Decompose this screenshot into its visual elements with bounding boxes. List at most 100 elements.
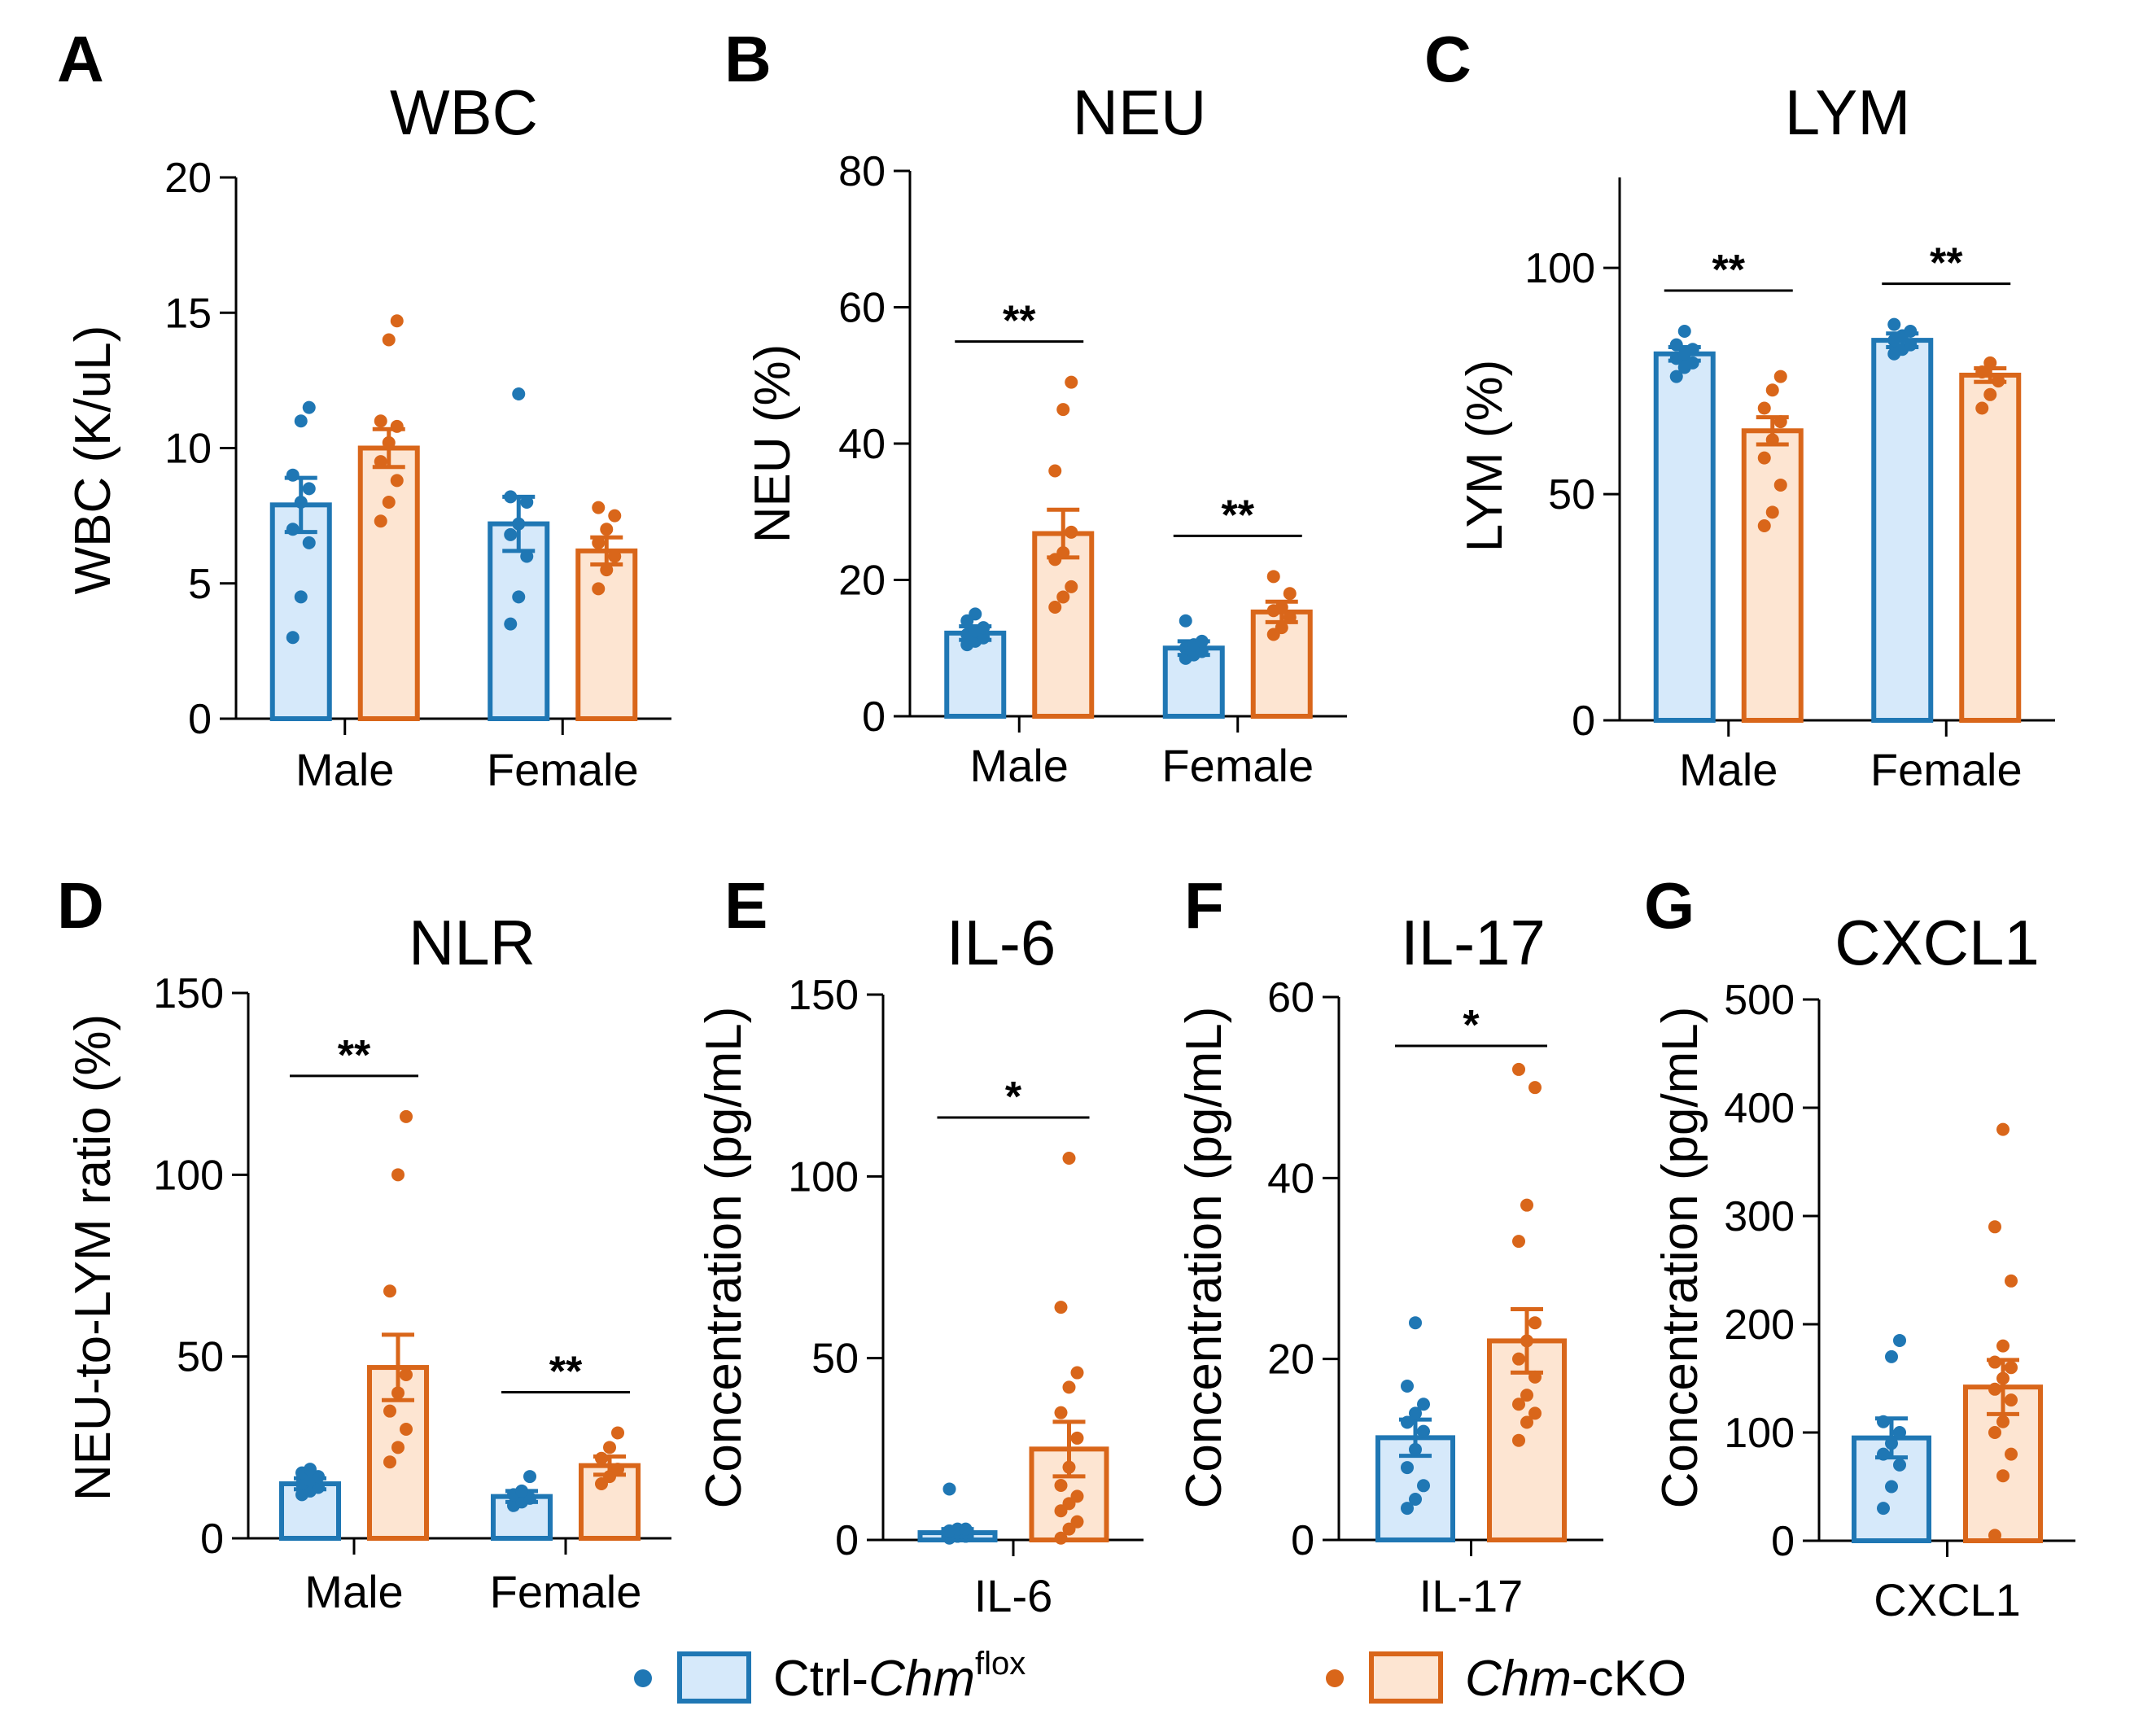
point-ctrl xyxy=(1669,338,1683,352)
point-ctrl xyxy=(1401,1502,1414,1516)
y-tick-label: 100 xyxy=(1524,245,1595,292)
plot-b: 0 20 40 60 80 Male ** Female ** xyxy=(838,148,1347,791)
panel-title-e: IL-6 xyxy=(947,907,1056,978)
panel-a: A WBC WBC (K/uL) 0 5 10 15 20 Male Female xyxy=(57,23,671,795)
plot-d: 0 50 100 150 Male ** Female ** xyxy=(153,970,671,1617)
y-tick-label: 0 xyxy=(1291,1517,1314,1564)
plot-a: 0 5 10 15 20 Male Female xyxy=(164,155,671,795)
legend-ctrl-gene: Chm xyxy=(868,1651,975,1707)
point-ctrl xyxy=(520,496,534,509)
y-tick-label: 15 xyxy=(164,290,212,337)
point-ctrl xyxy=(504,617,518,631)
point-cko xyxy=(1520,1389,1533,1402)
bar-ctrl xyxy=(1653,351,1716,723)
panel-d: D NLR NEU-to-LYM ratio (%) 0 50 100 150 Male… xyxy=(57,869,671,1617)
point-ctrl xyxy=(302,400,316,414)
y-tick-label: 0 xyxy=(862,693,886,741)
point-ctrl xyxy=(1893,1458,1906,1472)
point-cko xyxy=(390,314,404,328)
point-cko xyxy=(382,435,396,449)
point-cko xyxy=(1520,1415,1533,1429)
panel-title-f: IL-17 xyxy=(1401,907,1546,978)
y-tick-label: 0 xyxy=(1771,1518,1795,1565)
point-cko xyxy=(1988,1426,2001,1439)
point-cko xyxy=(1065,580,1078,593)
point-cko xyxy=(1773,370,1787,383)
significance-label: ** xyxy=(549,1348,583,1395)
point-cko xyxy=(1983,387,1997,401)
point-ctrl xyxy=(1195,634,1209,648)
point-ctrl xyxy=(1417,1479,1430,1493)
x-tick-label: Female xyxy=(1161,740,1314,791)
point-ctrl xyxy=(1417,1424,1430,1438)
x-tick-label: Female xyxy=(1870,744,2023,795)
plot-f: 0 20 40 60 IL-17 * xyxy=(1267,974,1603,1621)
y-axis-label-b: NEU (%) xyxy=(745,344,801,544)
point-ctrl xyxy=(294,496,308,509)
point-ctrl xyxy=(1677,324,1691,338)
significance-label: ** xyxy=(1003,298,1036,345)
point-cko xyxy=(1062,1380,1076,1394)
point-ctrl xyxy=(520,549,534,563)
point-cko xyxy=(1988,1220,2001,1234)
point-cko xyxy=(595,1451,608,1465)
x-tick-label: Female xyxy=(490,1566,642,1617)
y-tick-label: 50 xyxy=(811,1336,859,1383)
point-cko xyxy=(592,536,606,549)
y-tick-label: 0 xyxy=(200,1516,224,1563)
panel-letter-g: G xyxy=(1644,869,1695,942)
y-axis-label-f: Concentration (pg/mL) xyxy=(1176,1007,1232,1509)
y-tick-label: 50 xyxy=(177,1334,224,1381)
y-tick-label: 10 xyxy=(164,426,212,473)
y-tick-label: 150 xyxy=(153,970,224,1017)
panel-g: G CXCL1 Concentration (pg/mL) 0 100 200 300… xyxy=(1644,869,2075,1625)
point-ctrl xyxy=(1885,1437,1898,1450)
bar-cko xyxy=(1959,372,2022,723)
panel-title-c: LYM xyxy=(1785,77,1911,148)
y-tick-label: 60 xyxy=(838,285,886,332)
point-cko xyxy=(2005,1361,2018,1375)
legend-cko-gene: Chm xyxy=(1465,1651,1572,1707)
point-cko xyxy=(1528,1370,1542,1384)
point-cko xyxy=(1992,374,2005,388)
legend-ctrl-label: Ctrl-Chmflox xyxy=(773,1646,1026,1707)
point-cko xyxy=(1054,1406,1068,1419)
bar-cko xyxy=(357,445,420,721)
point-cko xyxy=(1275,621,1288,635)
y-tick-label: 20 xyxy=(838,558,886,605)
point-ctrl xyxy=(1893,1426,1906,1439)
point-cko xyxy=(1062,1460,1076,1474)
point-cko xyxy=(600,523,614,536)
point-ctrl xyxy=(512,387,526,400)
point-ctrl xyxy=(1887,317,1901,331)
legend-cko-dot xyxy=(1326,1669,1344,1687)
point-ctrl xyxy=(1904,338,1918,352)
point-ctrl xyxy=(286,523,300,536)
point-ctrl xyxy=(1179,614,1192,628)
x-tick-label: Female xyxy=(487,744,639,795)
panel-letter-b: B xyxy=(724,23,772,95)
point-cko xyxy=(400,1368,413,1381)
point-cko xyxy=(1528,1316,1542,1330)
point-cko xyxy=(391,1168,405,1182)
point-cko xyxy=(383,1284,396,1298)
point-ctrl xyxy=(969,607,982,621)
point-cko xyxy=(1283,610,1297,624)
point-ctrl xyxy=(294,590,308,604)
point-cko xyxy=(1996,1469,2009,1483)
point-ctrl xyxy=(1893,1333,1906,1347)
y-tick-label: 300 xyxy=(1724,1193,1795,1240)
point-cko xyxy=(1065,525,1078,539)
point-cko xyxy=(1512,1352,1525,1366)
point-ctrl xyxy=(504,527,518,541)
point-cko xyxy=(1528,1406,1542,1420)
point-ctrl xyxy=(959,1522,973,1536)
point-cko xyxy=(611,1426,624,1440)
y-tick-label: 50 xyxy=(1548,471,1595,518)
point-cko xyxy=(383,1455,396,1469)
panel-letter-c: C xyxy=(1424,23,1472,95)
point-cko xyxy=(600,563,614,577)
point-ctrl xyxy=(1686,343,1699,356)
point-cko xyxy=(1773,478,1787,492)
significance-label: ** xyxy=(1930,240,1963,287)
